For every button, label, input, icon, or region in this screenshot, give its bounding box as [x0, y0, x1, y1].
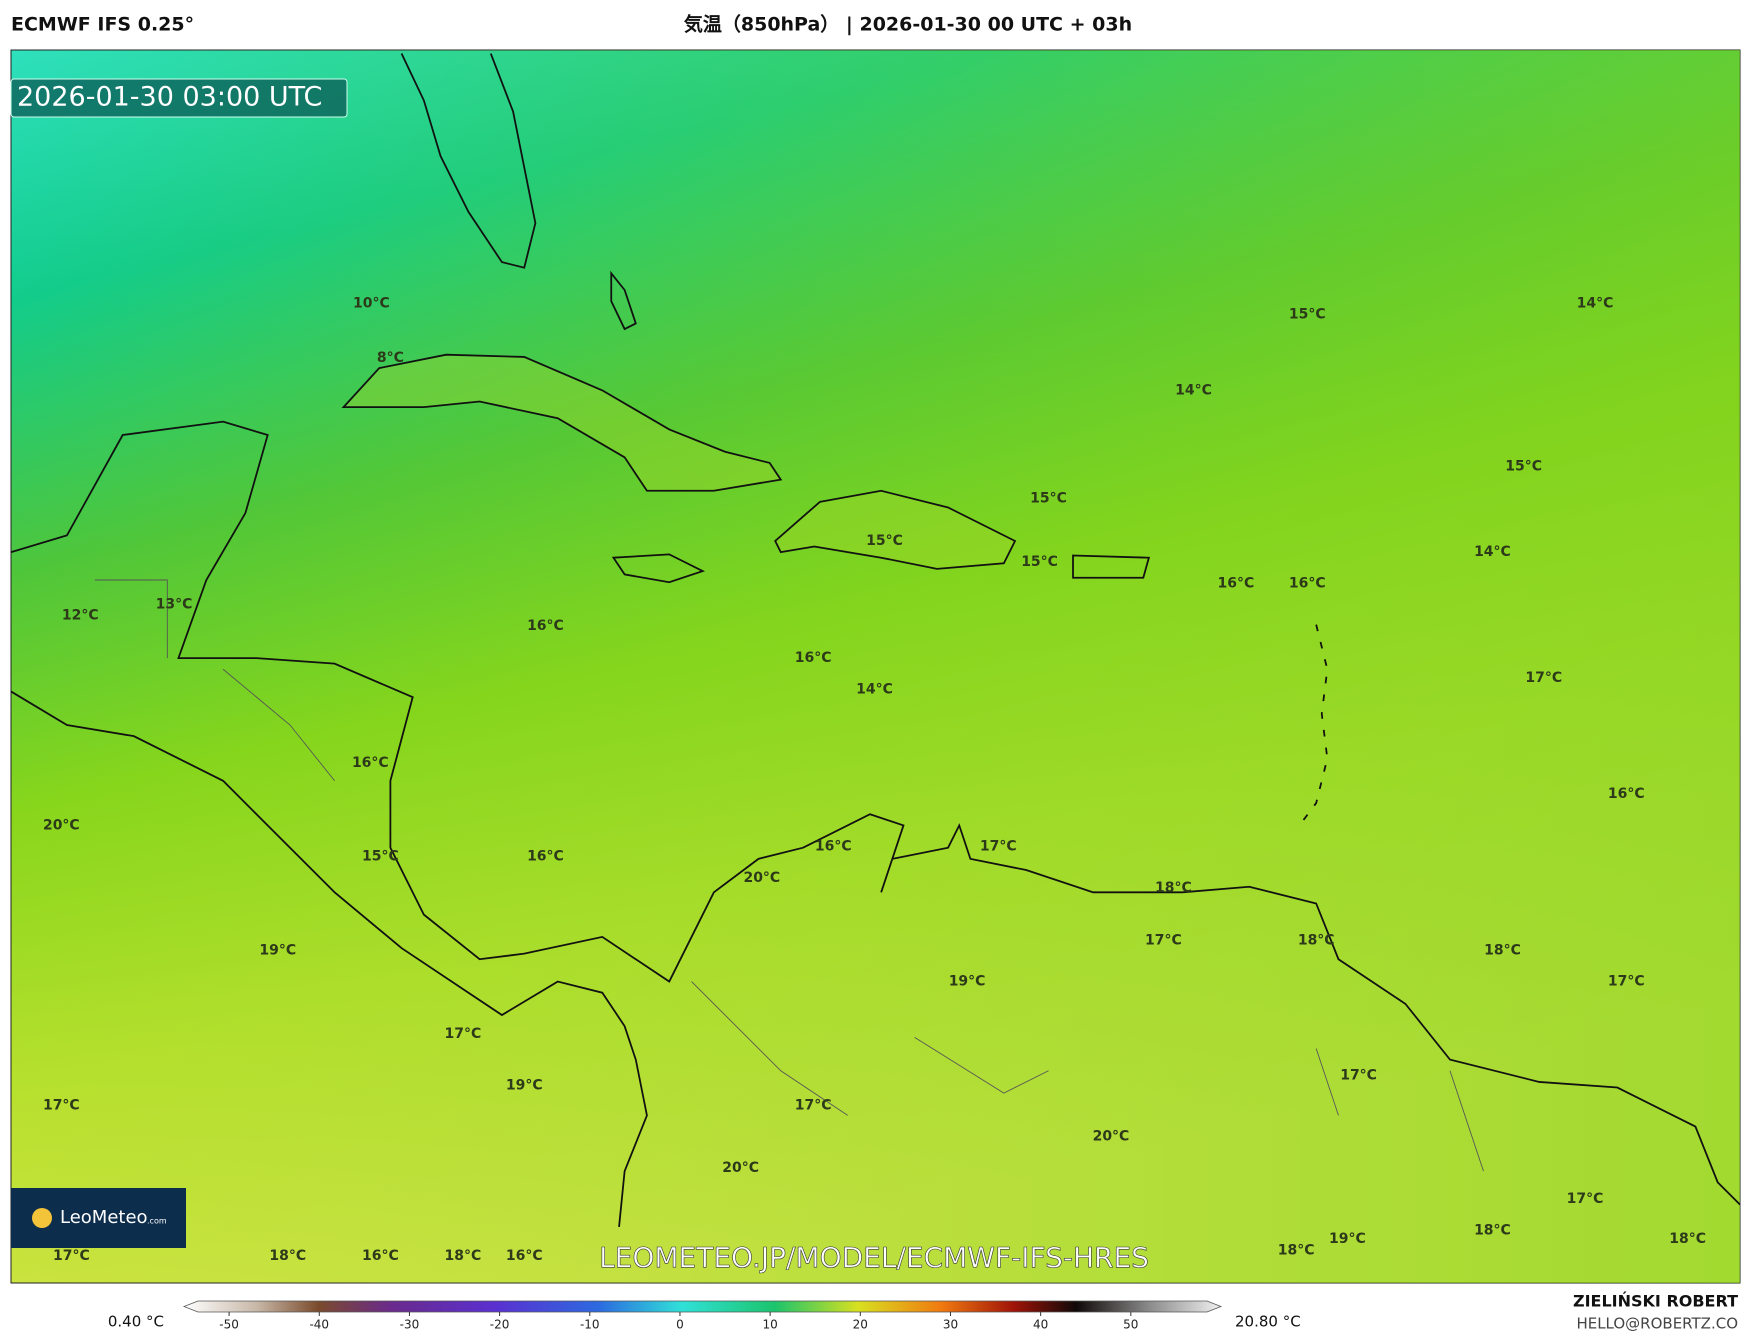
map-shade: [11, 50, 1740, 1283]
temperature-label: 19°C: [506, 1077, 543, 1093]
colorbar-tick-label: -10: [580, 1318, 600, 1332]
temperature-label: 18°C: [1474, 1222, 1511, 1238]
temperature-label: 16°C: [362, 1248, 399, 1264]
temperature-label: 17°C: [1567, 1191, 1604, 1207]
temperature-label: 18°C: [1278, 1242, 1315, 1258]
colorbar-tick-label: -20: [490, 1318, 510, 1332]
colorbar-tick-label: 0: [676, 1318, 684, 1332]
temperature-label: 15°C: [1505, 458, 1542, 474]
temperature-label: 16°C: [1289, 575, 1326, 591]
temperature-label: 17°C: [1145, 932, 1182, 948]
colorbar-bar: [182, 1300, 1223, 1313]
map-title: 気温（850hPa） | 2026-01-30 00 UTC + 03h: [684, 13, 1132, 36]
colorbar-min: 0.40 °C: [108, 1313, 164, 1331]
temperature-label: 16°C: [352, 755, 389, 771]
temperature-label: 20°C: [1093, 1129, 1130, 1145]
temperature-label: 20°C: [43, 817, 80, 833]
temperature-label: 15°C: [1021, 554, 1058, 570]
temperature-label: 16°C: [527, 618, 564, 634]
temperature-label: 10°C: [353, 295, 390, 311]
temperature-label: 19°C: [949, 974, 986, 990]
temperature-label: 15°C: [866, 533, 903, 549]
model-name: ECMWF IFS 0.25°: [11, 14, 194, 36]
temperature-label: 17°C: [795, 1097, 832, 1113]
temperature-label: 14°C: [1175, 382, 1212, 398]
temperature-label: 16°C: [795, 650, 832, 666]
temperature-label: 14°C: [1474, 544, 1511, 560]
logo-suffix: .com: [147, 1217, 167, 1226]
temperature-label: 14°C: [1577, 295, 1614, 311]
temperature-label: 17°C: [53, 1248, 90, 1264]
colorbar-tick-label: 30: [943, 1318, 958, 1332]
temperature-label: 16°C: [1218, 575, 1255, 591]
temperature-label: 18°C: [1669, 1231, 1706, 1247]
temperature-label: 15°C: [362, 849, 399, 865]
temperature-label: 16°C: [1608, 786, 1645, 802]
author: ZIELIŃSKI ROBERT: [1573, 1292, 1738, 1311]
colorbar: -50 -40 -30 -20 -10 0 10 20 30 40 50: [182, 1300, 1223, 1332]
temperature-label: 18°C: [1298, 932, 1335, 948]
logo-sun: [32, 1208, 52, 1228]
temperature-label: 16°C: [527, 849, 564, 865]
colorbar-tick-label: 20: [853, 1318, 868, 1332]
borders: [94, 579, 1484, 1172]
temperature-label: 17°C: [1525, 670, 1562, 686]
temperature-label: 16°C: [815, 839, 852, 855]
time-box: [10, 78, 348, 118]
temperature-label: 15°C: [1030, 491, 1067, 507]
temperature-label: 18°C: [445, 1248, 482, 1264]
temperature-label: 18°C: [1155, 880, 1192, 896]
temperature-label: 18°C: [1484, 942, 1521, 958]
temperature-label: 16°C: [506, 1248, 543, 1264]
valid-time: 2026-01-30 03:00 UTC: [17, 82, 322, 113]
logo-name: LeoMeteo: [60, 1207, 148, 1228]
map: [10, 49, 1741, 1284]
temperature-label: 20°C: [743, 870, 780, 886]
coastlines: [10, 53, 1741, 1228]
colorbar-tick-label: -30: [400, 1318, 420, 1332]
temperature-label: 14°C: [856, 681, 893, 697]
colorbar-tick-label: 10: [762, 1318, 777, 1332]
temperature-label: 12°C: [62, 608, 99, 624]
temperature-label: 8°C: [377, 350, 404, 366]
temperature-label: 13°C: [156, 597, 193, 613]
temperature-label: 19°C: [1329, 1231, 1366, 1247]
temperature-label: 19°C: [259, 942, 296, 958]
temperature-label: 15°C: [1289, 307, 1326, 323]
colorbar-tick-label: 50: [1123, 1318, 1138, 1332]
temperature-labels: 10°C 8°C 12°C 13°C 16°C 16°C 14°C 15°C 14°C 14°C 1…: [43, 295, 1706, 1264]
temperature-label: 17°C: [980, 839, 1017, 855]
colorbar-tick-label: 40: [1033, 1318, 1048, 1332]
watermark: LEOMETEO.JP/MODEL/ECMWF-IFS-HRES: [599, 1241, 1149, 1274]
temperature-label: 17°C: [445, 1026, 482, 1042]
colorbar-tick-label: -50: [219, 1318, 239, 1332]
colorbar-tick-label: -40: [309, 1318, 329, 1332]
temperature-label: 17°C: [1608, 974, 1645, 990]
colorbar-max: 20.80 °C: [1235, 1313, 1301, 1331]
temperature-label: 17°C: [1340, 1067, 1377, 1083]
temperature-label: 17°C: [43, 1097, 80, 1113]
temperature-label: 18°C: [269, 1248, 306, 1264]
email: HELLO@ROBERTZ.CO: [1576, 1315, 1738, 1333]
temperature-label: 20°C: [722, 1160, 759, 1176]
